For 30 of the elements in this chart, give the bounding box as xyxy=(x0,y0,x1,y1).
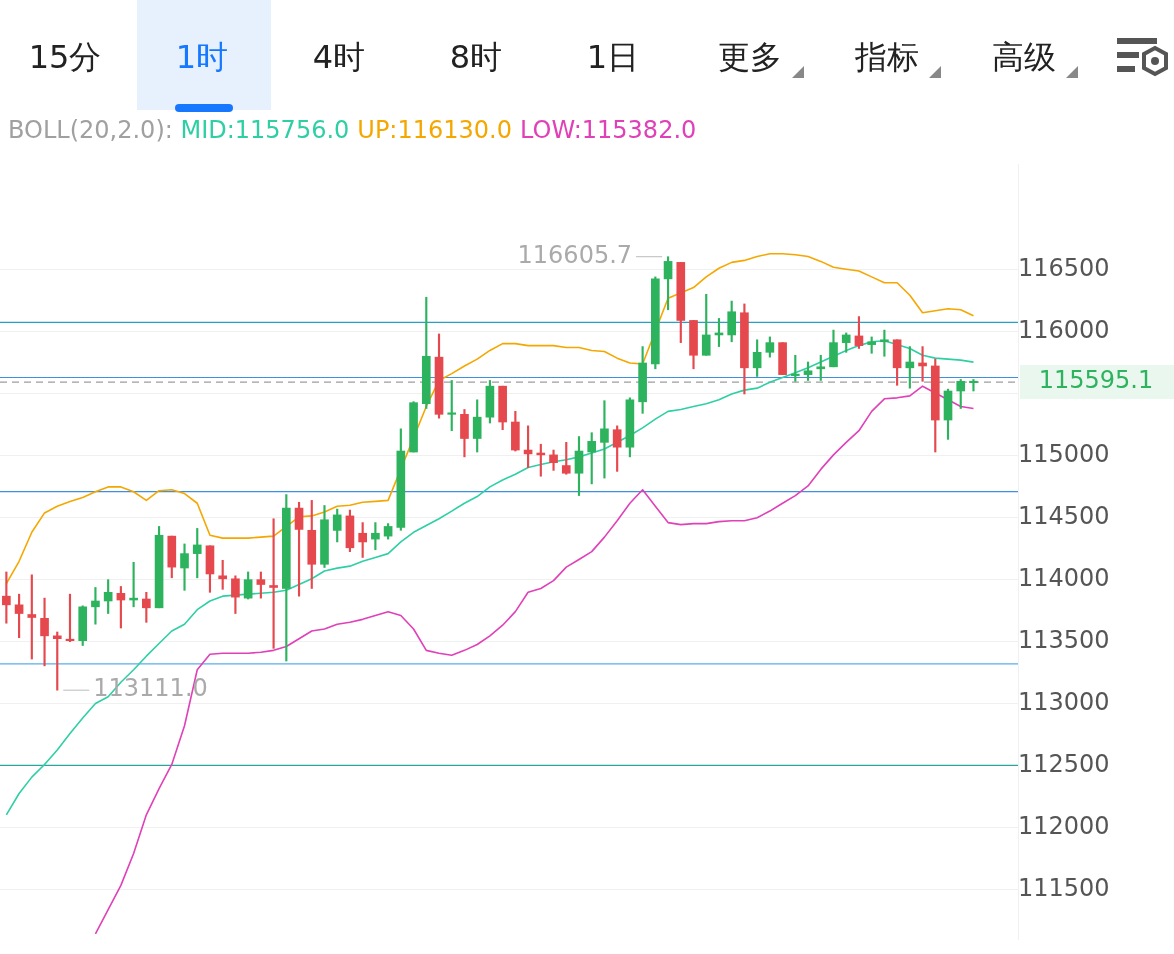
text: 4时 xyxy=(311,37,367,78)
candlestick xyxy=(180,543,189,591)
candlestick xyxy=(40,597,49,667)
text: UP:116130.0 xyxy=(357,116,512,144)
text: 15分 xyxy=(27,37,103,78)
ref-line-label: 115595.1 xyxy=(1038,366,1154,395)
y-tick-label: 114500 xyxy=(1018,502,1110,531)
text: 8时 xyxy=(448,37,504,78)
candlestick xyxy=(269,518,278,649)
candlestick xyxy=(91,587,100,625)
text: 1日 xyxy=(585,37,641,78)
y-tick-label: 112500 xyxy=(1018,750,1110,779)
y-tick-label: 112000 xyxy=(1018,812,1110,841)
text: 更多 xyxy=(717,37,783,78)
candlestick xyxy=(600,400,609,479)
y-tick-label: 111500 xyxy=(1018,874,1110,903)
text: 1时 xyxy=(174,37,230,78)
text: 指标 xyxy=(854,37,920,78)
y-tick-label: 115000 xyxy=(1018,440,1110,469)
text: LOW:115382.0 xyxy=(519,116,697,144)
text: 高级 xyxy=(991,37,1057,78)
y-tick-label: 113000 xyxy=(1018,688,1110,717)
y-tick-label: 114000 xyxy=(1018,564,1110,593)
y-tick-label: 113500 xyxy=(1018,626,1110,655)
y-tick-label: 116500 xyxy=(1018,254,1110,283)
annotation: 116605.7 xyxy=(517,240,633,269)
y-tick-label: 116000 xyxy=(1018,316,1110,345)
candlestick xyxy=(969,379,978,392)
legend-title: BOLL(20,2.0): xyxy=(8,116,174,144)
text: MID:115756.0 xyxy=(180,116,350,144)
